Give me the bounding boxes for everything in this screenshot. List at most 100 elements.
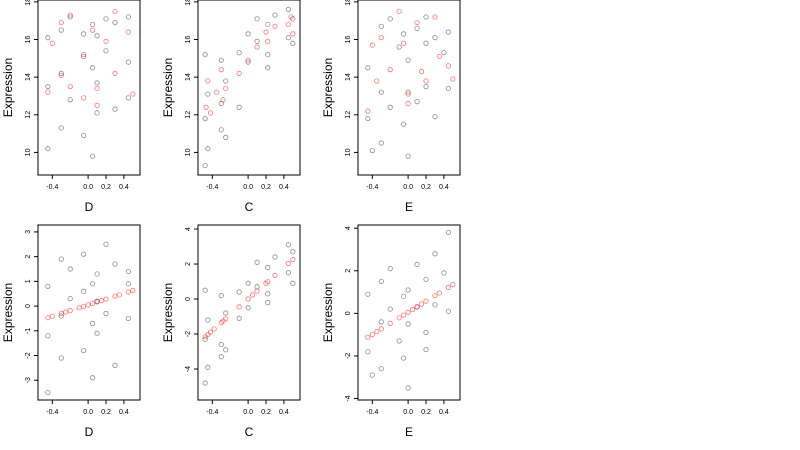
plot-area [45,8,136,159]
point [205,364,211,370]
point [45,283,51,289]
point [369,331,375,338]
point [272,272,278,278]
point [405,153,411,159]
y-tick-label: 18 [25,0,32,6]
point [81,31,87,37]
point [290,280,296,286]
point [214,89,220,95]
y-tick-label: 10 [345,148,352,156]
y-axis-label: Expression [321,58,335,117]
point [365,65,371,71]
point [401,355,407,361]
x-tick-label: 0.2 [261,184,271,191]
point [445,308,451,314]
point [432,14,438,20]
y-tick-label: 0 [25,304,32,308]
point [89,320,96,326]
y-tick-label: 10 [25,148,32,156]
y-tick-label: 0 [345,311,352,315]
point [58,310,64,317]
y-axis-label: Expression [321,283,335,342]
point [423,78,429,84]
point [58,27,64,33]
point [378,319,384,325]
point [401,40,407,46]
point [374,329,380,335]
point [290,31,296,37]
point [125,289,131,295]
point [288,14,294,20]
x-tick-label: 0.4 [119,184,129,191]
point [89,153,96,159]
x-axis-label: E [405,200,413,214]
point [112,106,118,112]
point [414,304,420,310]
plot-area [365,8,456,159]
point [103,296,109,302]
point [218,67,224,73]
point [202,51,208,58]
point [369,372,375,378]
point [423,14,429,20]
point [423,83,429,90]
point [436,53,443,60]
panel: -0.4 0.0 0.2 0.4 -3 -2 -1 0 1 2 3 D Expression [1,224,141,439]
point [285,270,291,276]
point [202,115,208,122]
point [245,305,251,311]
point [89,281,96,287]
point [432,35,438,41]
point [103,310,109,317]
point [378,278,384,285]
point [103,16,109,22]
point [245,296,251,302]
point [81,53,87,60]
y-tick-label: 3 [25,230,32,234]
y-tick-label: 14 [345,73,352,81]
point [285,35,291,41]
point [290,257,296,263]
point [405,385,411,391]
point [432,302,438,308]
x-tick-label: 0.2 [101,409,111,416]
plot-frame [357,224,461,401]
point [94,33,100,39]
point [418,68,425,75]
y-tick-label: 18 [185,0,192,6]
plot-frame [197,224,301,401]
point [285,6,291,13]
point [245,280,251,286]
point [272,12,278,18]
x-tick-label: 0.4 [279,184,289,191]
x-tick-label: 0.0 [403,409,413,416]
point [245,31,251,37]
x-tick-label: 0.4 [439,409,449,416]
x-tick-label: 0.0 [83,409,93,416]
point [423,346,429,353]
point [405,309,411,315]
y-tick-label: 2 [345,269,352,273]
x-tick-label: -0.4 [206,184,218,191]
x-tick-label: -0.4 [206,409,218,416]
point [58,355,64,361]
point [81,51,87,58]
point [414,261,420,267]
point [450,76,456,82]
point [405,287,411,293]
point [58,313,64,319]
y-tick-label: 0 [185,297,192,301]
point [272,254,278,260]
y-axis-label: Expression [161,283,175,342]
point [89,300,96,306]
panel: -0.4 0.0 0.2 0.4 10 12 14 16 18 D Expression [1,0,141,214]
panel: -0.4 0.0 0.2 0.4 10 12 14 16 18 C Expression [161,0,301,214]
point [365,115,371,122]
x-axis-label: D [85,425,94,439]
point [45,146,51,152]
point [405,321,411,327]
plot-frame [197,0,301,176]
point [285,242,291,248]
point [81,303,87,309]
point [67,83,73,90]
